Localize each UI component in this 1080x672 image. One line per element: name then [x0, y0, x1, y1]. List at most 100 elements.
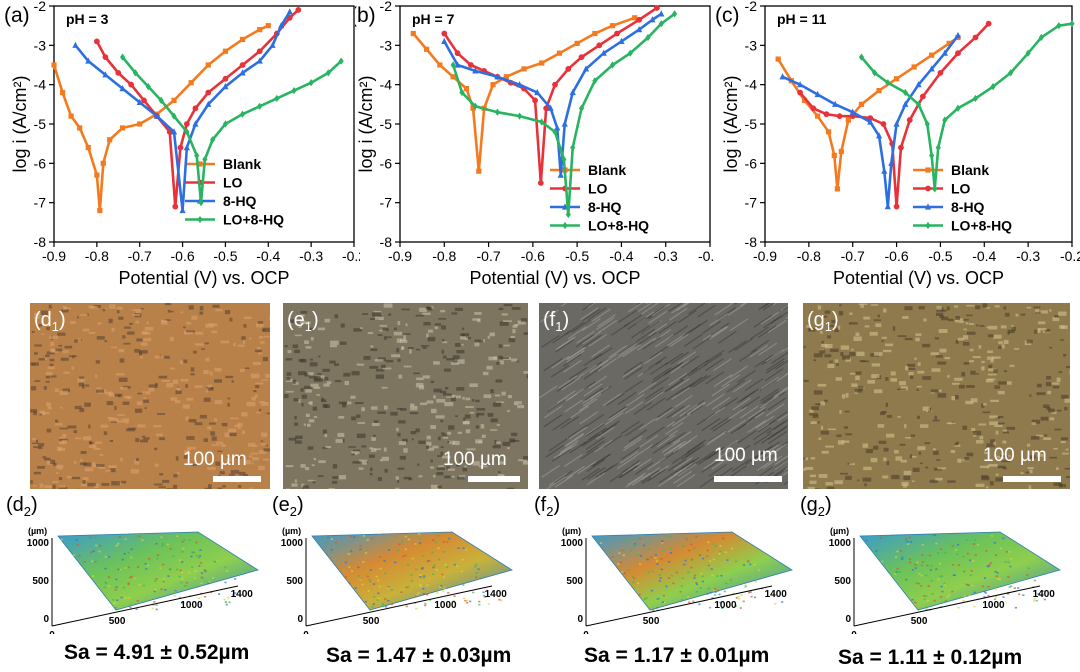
- ph-annotation: pH = 7: [412, 11, 455, 27]
- data-point-LO+8-HQ: [132, 69, 139, 77]
- x-tick-label: -0.8: [85, 248, 109, 264]
- data-point-LO: [636, 16, 643, 23]
- data-point-8-HQ: [72, 41, 79, 48]
- data-point-8-HQ: [561, 120, 568, 127]
- data-point-8-HQ: [170, 128, 178, 135]
- data-point-LO: [183, 121, 190, 127]
- scale-bar: [213, 476, 261, 482]
- data-point-8-HQ: [179, 206, 186, 214]
- data-point-LO+8-HQ: [539, 118, 545, 126]
- series-line-8-HQ: [782, 34, 960, 208]
- data-point-8-HQ: [494, 73, 501, 80]
- legend-label-LO: LO: [588, 181, 608, 197]
- data-point-8-HQ: [205, 100, 212, 107]
- y-tick-label: -7: [745, 195, 758, 211]
- x-tick-label: -0.7: [841, 248, 865, 264]
- z-tick-label: 500: [286, 576, 303, 587]
- data-point-LO+8-HQ: [1025, 49, 1031, 57]
- y-tick-label: -2: [34, 0, 47, 14]
- data-point-LO: [239, 62, 246, 68]
- scale-bar-label: 100 µm: [983, 445, 1047, 466]
- data-point-LO: [177, 144, 184, 151]
- data-point-LO: [141, 97, 147, 104]
- x-axis-label: Potential (V) vs. OCP: [469, 268, 640, 288]
- y-axis-label: log i (A/cm²): [10, 75, 30, 172]
- x-tick-label: -0.4: [972, 248, 996, 264]
- scale-bar: [714, 476, 782, 482]
- data-point-8-HQ: [239, 69, 246, 76]
- x-tick-label: -0.4: [256, 248, 280, 264]
- data-point-Blank: [845, 117, 851, 123]
- data-point-LO: [128, 81, 135, 88]
- data-point-8-HQ: [881, 167, 888, 174]
- x-tick-label: 1400: [1033, 589, 1056, 600]
- x-tick-label: -0.9: [42, 248, 66, 264]
- data-point-8-HQ: [915, 81, 922, 88]
- data-point-Blank: [463, 86, 470, 92]
- micrograph-lo: (e1) 100 µm: [283, 303, 528, 489]
- y-tick-label: -3: [380, 37, 393, 53]
- x-axis-label: Potential (V) vs. OCP: [833, 268, 1004, 288]
- data-point-8-HQ: [136, 98, 143, 105]
- data-point-LO+8-HQ: [145, 83, 151, 91]
- y-tick-label: -8: [34, 234, 47, 250]
- data-point-LO+8-HQ: [119, 53, 126, 61]
- data-point-8-HQ: [516, 81, 523, 88]
- data-point-LO+8-HQ: [552, 128, 558, 136]
- data-point-8-HQ: [547, 104, 554, 111]
- ph-annotation: pH = 11: [777, 11, 827, 27]
- series-line-LO+8-HQ: [121, 56, 343, 204]
- data-point-LO: [880, 121, 887, 127]
- series-line-Blank: [777, 36, 959, 191]
- panel-label: (c): [715, 4, 740, 27]
- data-point-Blank: [423, 46, 430, 52]
- series-line-Blank: [412, 16, 636, 173]
- z-tick-label: 0: [845, 614, 851, 625]
- data-point-LO+8-HQ: [955, 104, 961, 112]
- scale-bar-label: 100 µm: [183, 449, 247, 470]
- data-point-Blank: [100, 160, 106, 166]
- x-tick-label: -0.7: [128, 248, 152, 264]
- data-point-LO+8-HQ: [325, 69, 331, 77]
- series-line-LO+8-HQ: [451, 12, 676, 216]
- x-tick-label: -0.7: [477, 248, 501, 264]
- legend-label-Blank: Blank: [951, 162, 989, 178]
- z-unit-label: (µm): [562, 526, 581, 536]
- legend-label-8-HQ: 8-HQ: [223, 193, 257, 209]
- data-point-Blank: [119, 125, 126, 131]
- data-point-LO: [653, 5, 660, 11]
- data-point-8-HQ: [600, 49, 607, 56]
- legend-label-Blank: Blank: [588, 162, 626, 178]
- data-point-LO: [985, 20, 992, 27]
- data-point-8-HQ: [928, 65, 935, 72]
- data-point-LO: [537, 180, 544, 186]
- topography-surface: [311, 531, 513, 611]
- data-point-Blank: [775, 56, 781, 62]
- data-point-LO+8-HQ: [257, 102, 263, 110]
- roughness-value-lo: Sa = 1.47 ± 0.03µm: [326, 644, 512, 667]
- panel-label: (a): [4, 4, 30, 27]
- data-point-LO+8-HQ: [239, 110, 246, 118]
- data-point-Blank: [85, 145, 91, 151]
- legend-label-LO: LO: [951, 181, 971, 197]
- data-point-LO+8-HQ: [570, 144, 576, 152]
- data-point-8-HQ: [618, 37, 625, 44]
- x-tick-label: 1400: [765, 589, 788, 600]
- data-point-LO: [256, 48, 263, 55]
- x-tick-label: -0.6: [885, 248, 909, 264]
- data-point-Blank: [205, 62, 211, 68]
- data-point-LO+8-HQ: [924, 120, 930, 128]
- micrograph-texture: [803, 303, 1070, 489]
- x-tick-label: -0.6: [171, 248, 195, 264]
- legend-marker-LO+8-HQ: [562, 221, 568, 230]
- y-tick-label: -6: [380, 155, 393, 171]
- y-tick-label: -6: [745, 155, 758, 171]
- data-point-8-HQ: [849, 108, 856, 115]
- data-point-8-HQ: [954, 31, 962, 39]
- topography-texture: [865, 534, 1046, 611]
- x-tick-label: -0.2: [342, 248, 360, 264]
- x-tick-label: 0: [851, 630, 857, 634]
- data-point-LO+8-HQ: [872, 69, 878, 77]
- scale-bar: [1003, 476, 1061, 482]
- data-point-LO+8-HQ: [184, 128, 190, 136]
